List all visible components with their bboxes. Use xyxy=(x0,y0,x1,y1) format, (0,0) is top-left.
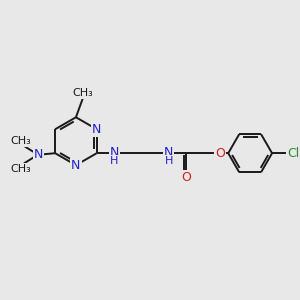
Text: N: N xyxy=(34,148,43,161)
Text: N: N xyxy=(92,123,101,136)
Text: Cl: Cl xyxy=(287,147,299,160)
Text: CH₃: CH₃ xyxy=(73,88,93,98)
Text: N: N xyxy=(71,159,81,172)
Text: N: N xyxy=(110,146,119,159)
Text: CH₃: CH₃ xyxy=(10,164,31,174)
Text: O: O xyxy=(181,171,191,184)
Text: CH₃: CH₃ xyxy=(10,136,31,146)
Text: O: O xyxy=(215,147,225,160)
Text: N: N xyxy=(164,146,173,159)
Text: H: H xyxy=(110,155,119,166)
Text: H: H xyxy=(164,155,173,166)
